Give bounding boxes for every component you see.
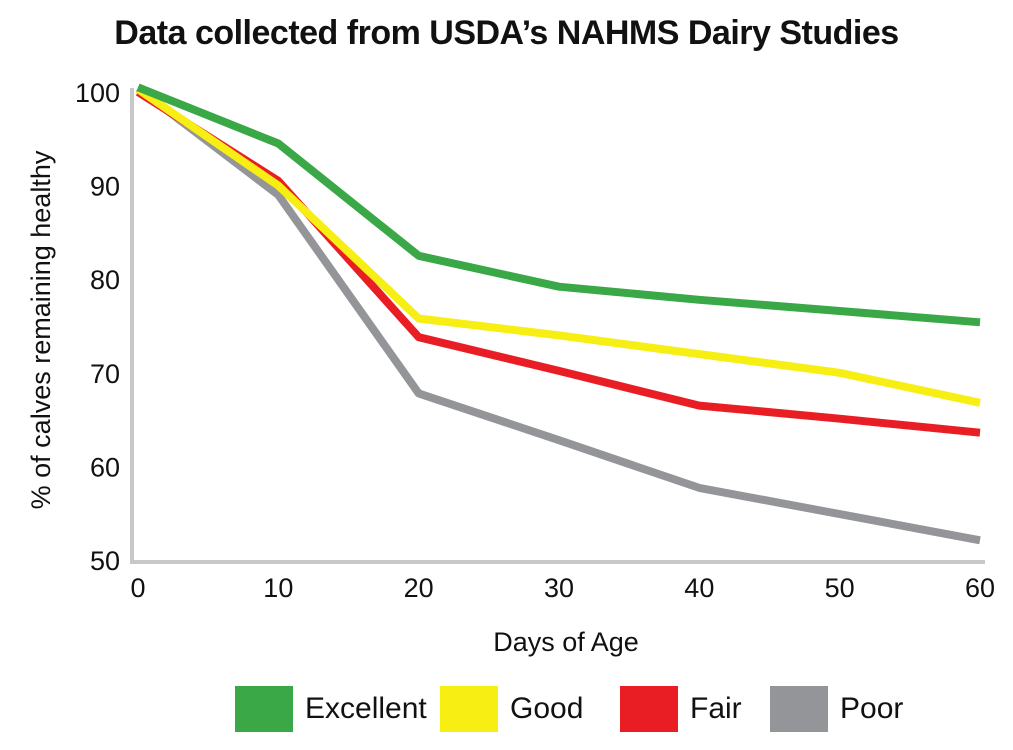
y-tick-label: 100 xyxy=(75,78,120,108)
y-tick-label: 70 xyxy=(90,359,120,389)
chart-title: Data collected from USDA’s NAHMS Dairy S… xyxy=(114,14,899,52)
y-axis-label: % of calves remaining healthy xyxy=(26,150,56,509)
x-axis-label: Days of Age xyxy=(493,627,639,657)
legend-item-fair: Fair xyxy=(620,686,742,732)
y-tick-label: 60 xyxy=(90,452,120,482)
y-tick-label: 50 xyxy=(90,546,120,576)
legend-label: Fair xyxy=(690,692,742,725)
series-line-poor xyxy=(135,85,981,545)
legend-label: Good xyxy=(510,692,584,725)
series-line-good xyxy=(135,85,981,407)
x-tick-label: 60 xyxy=(965,573,995,603)
x-tick-label: 50 xyxy=(825,573,855,603)
legend-item-good: Good xyxy=(440,686,583,732)
legend-item-poor: Poor xyxy=(770,686,903,732)
x-tick-labels: 0 10 20 30 40 50 60 xyxy=(130,573,995,603)
legend-label: Poor xyxy=(840,692,904,725)
legend: Excellent Good Fair Poor xyxy=(0,686,1013,736)
series-lines xyxy=(135,83,981,545)
y-tick-labels: 50 60 70 80 90 100 xyxy=(75,78,120,576)
series-line-fair xyxy=(135,88,981,437)
x-tick-label: 30 xyxy=(544,573,574,603)
legend-label: Excellent xyxy=(305,692,427,725)
x-tick-label: 0 xyxy=(130,573,145,603)
x-tick-label: 40 xyxy=(684,573,714,603)
x-tick-label: 10 xyxy=(263,573,293,603)
legend-swatch xyxy=(235,686,293,732)
series-line-excellent xyxy=(136,83,981,327)
legend-swatch xyxy=(770,686,828,732)
legend-swatch xyxy=(620,686,678,732)
legend-item-excellent: Excellent xyxy=(235,686,427,732)
x-tick-label: 20 xyxy=(404,573,434,603)
y-tick-label: 80 xyxy=(90,265,120,295)
legend-swatch xyxy=(440,686,498,732)
y-tick-label: 90 xyxy=(90,172,120,202)
